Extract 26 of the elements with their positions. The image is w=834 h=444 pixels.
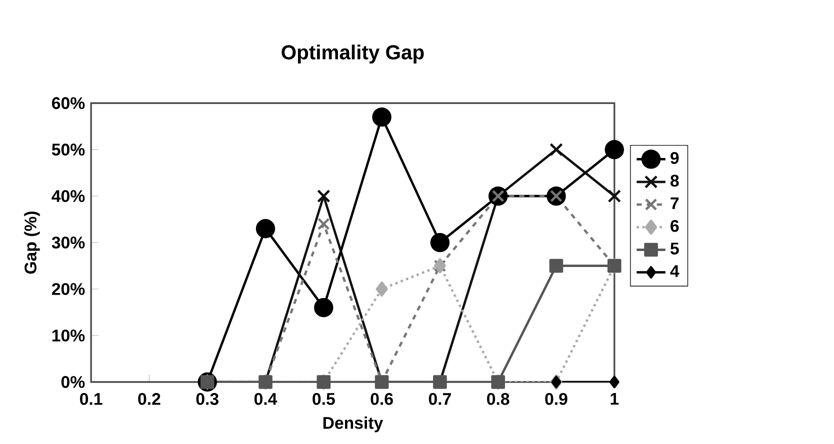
legend-label: 6 bbox=[670, 220, 679, 232]
y-tick-label: 50% bbox=[52, 143, 85, 156]
y-tick-label: 40% bbox=[52, 190, 85, 202]
chart-title: Optimality Gap bbox=[282, 44, 424, 64]
legend-label: 4 bbox=[670, 265, 680, 277]
x-tick-label: 0.7 bbox=[428, 392, 451, 405]
x-tick-label: 1 bbox=[610, 392, 619, 404]
x-tick-label: 0.4 bbox=[254, 392, 278, 405]
x-tick-label: 0.5 bbox=[312, 392, 335, 405]
y-tick-label: 20% bbox=[52, 282, 85, 295]
x-tick-label: 0.9 bbox=[545, 392, 568, 405]
x-tick-label: 0.2 bbox=[138, 392, 160, 405]
y-tick-label: 60% bbox=[52, 97, 85, 109]
y-tick-label: 0% bbox=[61, 376, 85, 388]
y-tick-label: 30% bbox=[52, 236, 85, 248]
x-axis-title: Density bbox=[323, 416, 384, 432]
x-tick-label: 0.3 bbox=[196, 392, 218, 405]
y-axis-title: Gap (%) bbox=[24, 211, 40, 274]
x-tick-label: 0.6 bbox=[370, 392, 393, 405]
legend-label: 5 bbox=[670, 242, 679, 254]
legend-label: 8 bbox=[670, 174, 679, 187]
x-tick-label: 0.8 bbox=[487, 392, 510, 405]
y-tick-label: 10% bbox=[52, 329, 85, 342]
x-tick-label: 0.1 bbox=[80, 392, 102, 405]
legend-label: 9 bbox=[670, 152, 679, 164]
legend-label: 7 bbox=[670, 197, 679, 209]
